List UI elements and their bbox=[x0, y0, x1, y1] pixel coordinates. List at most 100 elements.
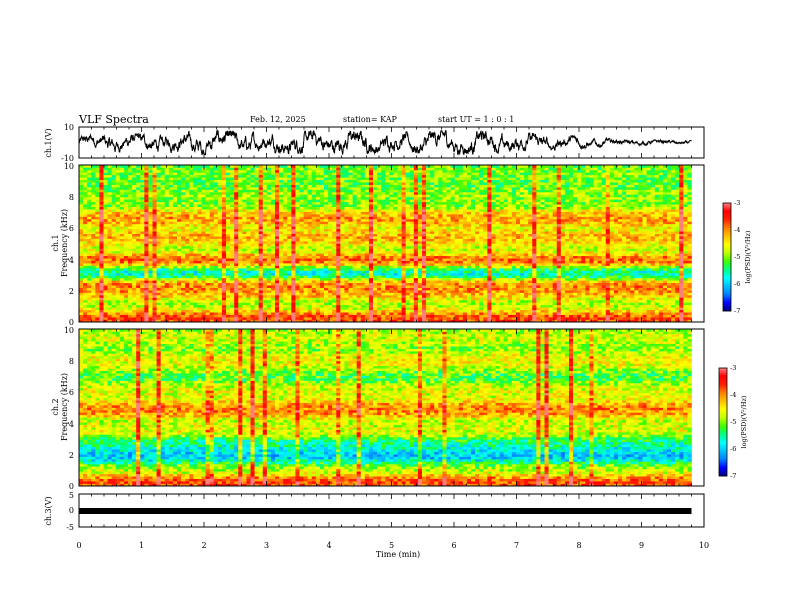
header-start-time: start UT = 1 : 0 : 1 bbox=[438, 115, 514, 124]
spectrogram-cell bbox=[185, 293, 189, 296]
spectrogram-cell bbox=[275, 305, 279, 308]
spectrogram-cell bbox=[320, 312, 324, 315]
spectrogram-cell bbox=[398, 315, 402, 318]
spectrogram-cell bbox=[144, 290, 148, 293]
spectrogram-cell bbox=[565, 293, 569, 296]
spectrogram-cell bbox=[116, 302, 120, 305]
spectrogram-cell bbox=[177, 300, 181, 303]
spectrogram-cell bbox=[651, 310, 655, 313]
spectrogram-cell bbox=[557, 315, 561, 318]
spectrogram-cell bbox=[320, 297, 324, 300]
spectrogram-cell bbox=[177, 290, 181, 293]
spectrogram-cell bbox=[112, 312, 116, 315]
spectrogram-cell bbox=[104, 290, 108, 293]
spectrogram-cell bbox=[120, 315, 124, 318]
spectrogram-cell bbox=[320, 310, 324, 313]
spectrogram-cell bbox=[512, 312, 516, 315]
figure-title: VLF Spectra bbox=[78, 113, 149, 126]
spectrogram-cell bbox=[251, 315, 255, 318]
spectrogram-cell bbox=[169, 297, 173, 300]
spectrogram-cell bbox=[91, 293, 95, 296]
spectrogram-cell bbox=[153, 300, 157, 303]
spectrogram-cell bbox=[606, 288, 610, 291]
spectrogram-cell bbox=[569, 302, 573, 305]
spectrogram-cell bbox=[157, 290, 161, 293]
spectrogram-cell bbox=[161, 295, 165, 298]
spectrogram-cell bbox=[414, 317, 418, 320]
spectrogram-cell bbox=[291, 290, 295, 293]
spectrogram-cell bbox=[393, 297, 397, 300]
spectrogram-cell bbox=[553, 305, 557, 308]
spectrogram-cell bbox=[414, 297, 418, 300]
spectrogram-cell bbox=[259, 302, 263, 305]
spectrogram-cell bbox=[573, 310, 577, 313]
spectrogram-cell bbox=[594, 293, 598, 296]
spectrogram-cell bbox=[91, 307, 95, 310]
spectrogram-cell bbox=[610, 312, 614, 315]
spectrogram-cell bbox=[197, 302, 201, 305]
spectrogram-cell bbox=[365, 297, 369, 300]
spectrogram-cell bbox=[528, 317, 532, 320]
spectrogram-cell bbox=[491, 295, 495, 298]
spectrogram-cell bbox=[422, 317, 426, 320]
spectrogram-cell bbox=[434, 310, 438, 313]
spectrogram-cell bbox=[675, 293, 679, 296]
spectrogram-cell bbox=[332, 295, 336, 298]
spectrogram-cell bbox=[393, 302, 397, 305]
spectrogram-cell bbox=[512, 297, 516, 300]
spectrogram-cell bbox=[255, 302, 259, 305]
spectrogram-cell bbox=[606, 290, 610, 293]
spectrogram-cell bbox=[124, 312, 128, 315]
spectrogram-cell bbox=[189, 305, 193, 308]
spectrogram-cell bbox=[679, 297, 683, 300]
spectrogram-cell bbox=[116, 307, 120, 310]
spectrogram-cell bbox=[218, 317, 222, 320]
spectrogram-cell bbox=[279, 310, 283, 313]
spectrogram-cell bbox=[434, 290, 438, 293]
spectrogram-cell bbox=[528, 300, 532, 303]
spectrogram-cell bbox=[246, 290, 250, 293]
spectrogram-cell bbox=[79, 293, 83, 296]
spectrogram-cell bbox=[251, 297, 255, 300]
spectrogram-cell bbox=[124, 310, 128, 313]
spectrogram-cell bbox=[218, 288, 222, 291]
spectrogram-cell bbox=[328, 293, 332, 296]
spectrogram-cell bbox=[79, 312, 83, 315]
spectrogram-cell bbox=[185, 317, 189, 320]
spectrogram-cell bbox=[618, 290, 622, 293]
spectrogram-cell bbox=[418, 300, 422, 303]
spectrogram-cell bbox=[385, 300, 389, 303]
spectrogram-cell bbox=[124, 317, 128, 320]
spectrogram-cell bbox=[79, 305, 83, 308]
spectrogram-cell bbox=[369, 310, 373, 313]
spectrogram-cell bbox=[671, 315, 675, 318]
spectrogram-cell bbox=[83, 290, 87, 293]
spectrogram-cell bbox=[581, 295, 585, 298]
spectrogram-cell bbox=[496, 288, 500, 291]
spectrogram-cell bbox=[410, 288, 414, 291]
spectrogram-cell bbox=[99, 312, 103, 315]
spectrogram-cell bbox=[402, 310, 406, 313]
spectrogram-cell bbox=[361, 293, 365, 296]
spectrogram-cell bbox=[328, 295, 332, 298]
spectrogram-cell bbox=[577, 300, 581, 303]
spectrogram-cell bbox=[206, 297, 210, 300]
spectrogram-cell bbox=[283, 288, 287, 291]
spectrogram-cell bbox=[455, 297, 459, 300]
spectrogram-cell bbox=[291, 302, 295, 305]
spectrogram-cell bbox=[520, 317, 524, 320]
spectrogram-cell bbox=[287, 317, 291, 320]
spectrogram-cell bbox=[173, 317, 177, 320]
spectrogram-cell bbox=[687, 290, 691, 293]
spectrogram-cell bbox=[259, 290, 263, 293]
spectrogram-cell bbox=[287, 297, 291, 300]
spectrogram-cell bbox=[483, 307, 487, 310]
spectrogram-cell bbox=[479, 297, 483, 300]
spectrogram-cell bbox=[520, 297, 524, 300]
spectrogram-cell bbox=[181, 288, 185, 291]
spectrogram-cell bbox=[238, 295, 242, 298]
spectrogram-cell bbox=[455, 288, 459, 291]
spectrogram-cell bbox=[377, 293, 381, 296]
spectrogram-cell bbox=[438, 302, 442, 305]
spectrogram-cell bbox=[598, 307, 602, 310]
